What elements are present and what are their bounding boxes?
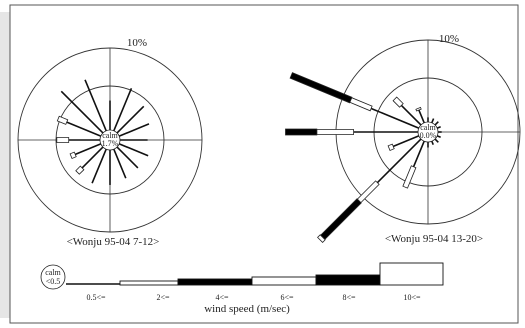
rose2-ring-label: 10%	[439, 33, 459, 45]
petal-sw-bin0	[376, 138, 422, 184]
legend-bin-label-0: 0.5<=	[86, 293, 106, 302]
legend-bin-5	[379, 262, 444, 286]
rose2-caption: <Wonju 95-04 13-20>	[385, 233, 483, 245]
legend-calm-label: calm	[45, 268, 61, 277]
rose2-petals	[285, 72, 442, 243]
rose2-calm-label: calm	[420, 123, 436, 132]
petal-ese-bin0	[436, 135, 441, 138]
rose1-caption: <Wonju 95-04 7-12>	[67, 236, 160, 248]
petal-wnw-bin0	[370, 107, 420, 129]
petal-nnw-bin0	[418, 109, 425, 124]
legend-bin-2	[177, 278, 253, 286]
petal-wsw-bin1	[69, 151, 77, 160]
legend-unit-label: wind speed (m/sec)	[204, 303, 290, 315]
petal-nw-bin0	[60, 90, 104, 134]
petal-nne-bin0	[431, 118, 435, 124]
wind-rose-2: calm 0.0% 10% <Wonju 95-04 13-20>	[285, 33, 521, 245]
legend-bin-4	[315, 274, 381, 286]
legend-calm-circle	[40, 264, 66, 290]
petal-nw-bin0	[400, 104, 422, 126]
petal-w-bin1	[56, 137, 70, 143]
petal-ne-bin0	[116, 105, 145, 134]
rose2-calm-value: 0.0%	[420, 131, 437, 140]
legend-bin-label-2: 4<=	[215, 293, 229, 302]
petal-sw-bin0	[81, 146, 104, 169]
petal-wnw-bin0	[66, 121, 102, 137]
petal-se-bin0	[116, 146, 139, 169]
legend-bins: 0.5<= 2<= 4<= 6<= 8<= 10<=	[66, 262, 444, 302]
petal-nnw-bin1	[415, 106, 422, 112]
petal-sse-bin0	[113, 148, 127, 179]
rose1-calm-value: 1.7%	[102, 139, 119, 148]
petal-ssw-bin0	[412, 140, 425, 168]
panel-shadow	[0, 12, 10, 318]
legend-bin-3	[251, 276, 317, 286]
petal-wnw-bin2	[289, 72, 353, 104]
petal-nnw-bin0	[84, 79, 107, 132]
legend-bin-label-3: 6<=	[280, 293, 294, 302]
legend-bin-1	[119, 280, 179, 286]
petal-sw-bin3	[317, 234, 326, 243]
rose1-petals	[56, 79, 150, 185]
rose2-calm-circle	[417, 121, 439, 143]
rose1-calm-circle	[99, 129, 121, 151]
legend-bin-label-1: 2<=	[156, 293, 170, 302]
petal-sse-bin0	[431, 140, 434, 145]
wind-rose-1: calm 1.7% 10% <Wonju 95-04 7-12>	[17, 37, 203, 248]
petal-wsw-bin0	[392, 135, 420, 148]
legend-bin-label-4: 8<=	[342, 293, 356, 302]
legend-bin-label-5: 10<=	[403, 293, 421, 302]
rose1-calm-label: calm	[102, 131, 118, 140]
petal-ssw-bin0	[91, 148, 107, 184]
petal-ssw-bin1	[402, 165, 417, 189]
petal-sw-bin1	[75, 165, 85, 175]
petal-wsw-bin0	[74, 143, 102, 156]
petal-se-bin0	[434, 138, 439, 143]
petal-w-bin2	[285, 128, 318, 136]
petal-wsw-bin1	[387, 143, 395, 152]
rose1-ring-label: 10%	[127, 37, 147, 49]
petal-w-bin1	[316, 129, 355, 135]
petal-ese-bin0	[118, 143, 149, 157]
petal-nne-bin0	[113, 87, 133, 132]
wind-speed-legend: calm <0.5 0.5<= 2<= 4<= 6<= 8<= 10<= wind spe…	[40, 262, 444, 315]
petal-nw-bin1	[392, 96, 404, 108]
petal-ene-bin0	[118, 123, 150, 137]
petal-ene-bin0	[436, 126, 441, 129]
petal-wnw-bin1	[56, 115, 69, 125]
legend-calm-threshold: <0.5	[46, 277, 61, 286]
petal-ne-bin0	[434, 121, 439, 126]
